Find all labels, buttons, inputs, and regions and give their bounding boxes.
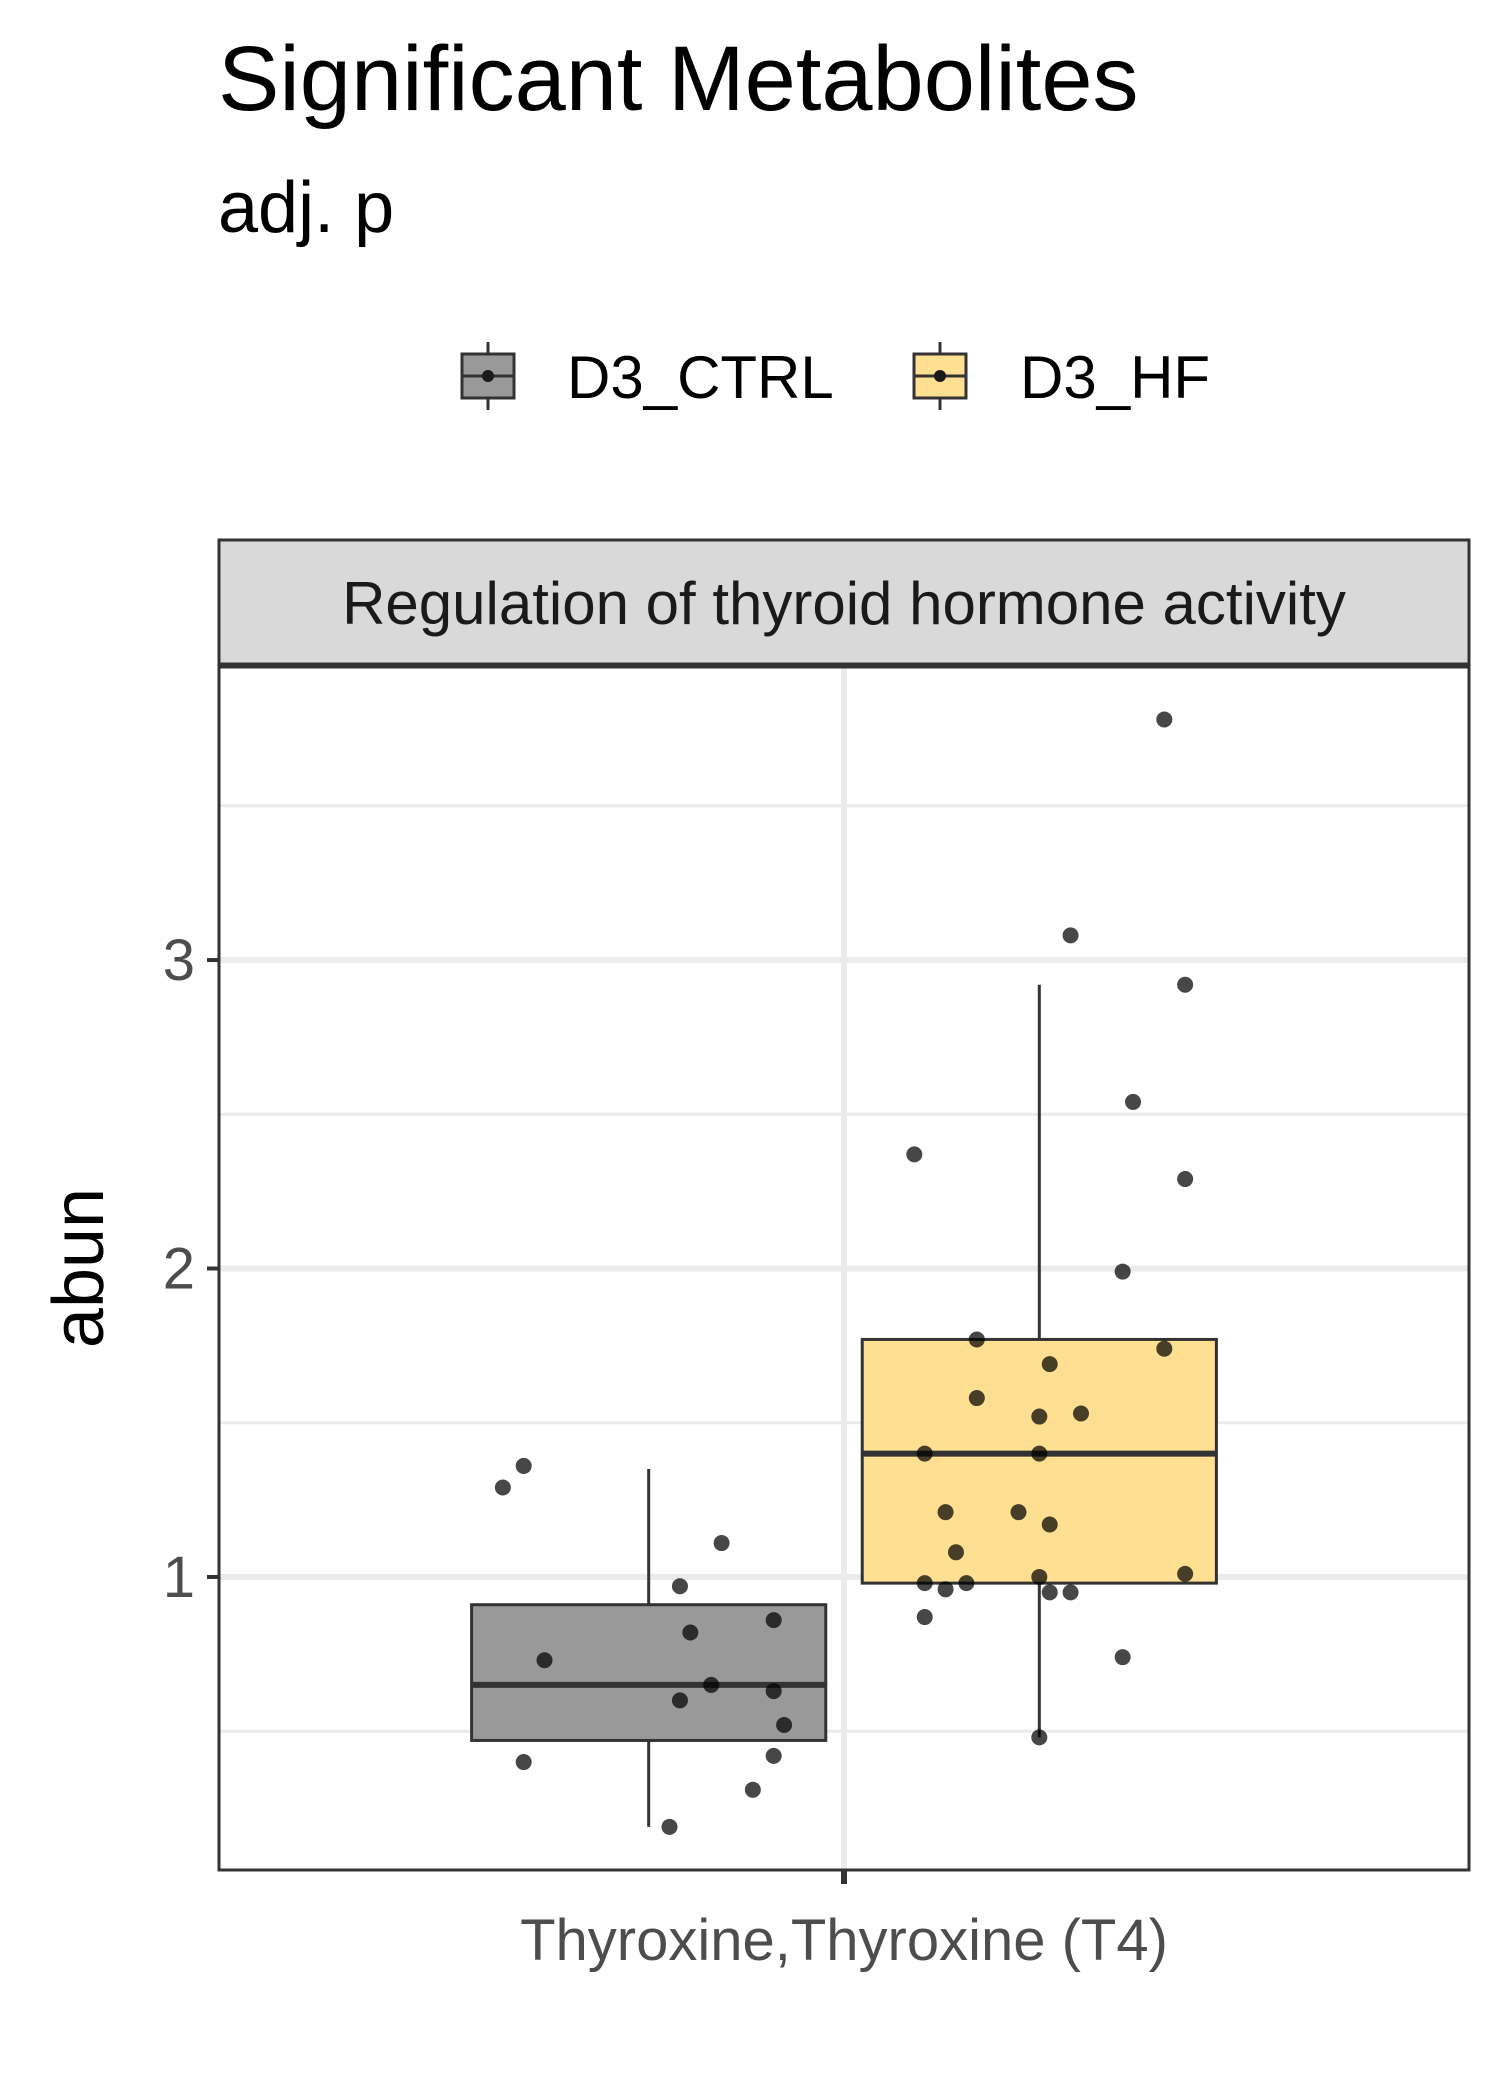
data-point bbox=[744, 1781, 761, 1798]
y-tick-label: 1 bbox=[163, 1545, 195, 1610]
data-point bbox=[494, 1479, 511, 1496]
data-point bbox=[1031, 1445, 1048, 1462]
data-point bbox=[765, 1683, 782, 1700]
legend-item-hf: D3_HF bbox=[912, 342, 1210, 411]
data-point bbox=[1031, 1729, 1048, 1746]
data-point bbox=[968, 1331, 985, 1348]
data-point bbox=[1114, 1263, 1131, 1280]
data-point bbox=[916, 1609, 933, 1626]
data-point bbox=[937, 1581, 954, 1598]
chart-subtitle: adj. p bbox=[218, 168, 394, 248]
data-point bbox=[1031, 1408, 1048, 1425]
data-point bbox=[776, 1717, 793, 1734]
data-point bbox=[1177, 1171, 1194, 1188]
data-point bbox=[968, 1390, 985, 1407]
facet-strip: Regulation of thyroid hormone activity bbox=[217, 538, 1471, 667]
y-tick-label: 2 bbox=[163, 1237, 195, 1302]
data-point bbox=[1062, 1584, 1079, 1601]
data-point bbox=[1010, 1504, 1027, 1521]
data-point bbox=[671, 1578, 688, 1595]
data-point bbox=[1041, 1584, 1058, 1601]
data-point bbox=[1041, 1516, 1058, 1533]
facet-strip-background bbox=[217, 538, 1471, 667]
legend-label-hf: D3_HF bbox=[1020, 344, 1210, 411]
y-tick-label: 3 bbox=[163, 928, 195, 993]
data-point bbox=[1031, 1568, 1048, 1585]
chart-title: Significant Metabolites bbox=[218, 28, 1139, 130]
data-point bbox=[1125, 1093, 1142, 1110]
data-point bbox=[916, 1575, 933, 1592]
data-point bbox=[937, 1504, 954, 1521]
data-point bbox=[713, 1535, 730, 1552]
data-point bbox=[703, 1676, 720, 1693]
data-point bbox=[682, 1624, 699, 1641]
data-point bbox=[765, 1612, 782, 1629]
data-point bbox=[947, 1544, 964, 1561]
legend-swatch-ctrl-dot bbox=[482, 370, 494, 382]
data-point bbox=[1072, 1405, 1089, 1422]
data-point bbox=[1041, 1356, 1058, 1373]
x-axis: Thyroxine,Thyroxine (T4) bbox=[520, 1870, 1168, 1973]
data-point bbox=[661, 1818, 678, 1835]
data-point bbox=[515, 1754, 532, 1771]
facet-strip-label: Regulation of thyroid hormone activity bbox=[342, 570, 1346, 637]
data-point bbox=[765, 1747, 782, 1764]
box-iqr bbox=[470, 1603, 828, 1742]
data-point bbox=[1177, 976, 1194, 993]
data-point bbox=[906, 1146, 923, 1163]
data-point bbox=[958, 1575, 975, 1592]
data-point bbox=[671, 1692, 688, 1709]
data-point bbox=[536, 1652, 553, 1669]
legend-label-ctrl: D3_CTRL bbox=[567, 344, 834, 411]
x-tick-label: Thyroxine,Thyroxine (T4) bbox=[520, 1908, 1168, 1973]
data-point bbox=[1114, 1649, 1131, 1666]
legend: D3_CTRL D3_HF bbox=[460, 342, 1210, 411]
data-point bbox=[515, 1457, 532, 1474]
data-point bbox=[916, 1445, 933, 1462]
data-point bbox=[1156, 1340, 1173, 1357]
data-point bbox=[1156, 711, 1173, 728]
y-axis: 1 2 3 bbox=[163, 928, 219, 1610]
box-d3-ctrl bbox=[470, 1469, 828, 1827]
legend-item-ctrl: D3_CTRL bbox=[460, 342, 834, 411]
legend-swatch-hf-dot bbox=[934, 370, 946, 382]
grid bbox=[219, 667, 1469, 1870]
data-point bbox=[1062, 927, 1079, 944]
data-points bbox=[494, 711, 1194, 1835]
data-point bbox=[1177, 1565, 1194, 1582]
y-axis-label: abun bbox=[39, 1188, 119, 1348]
